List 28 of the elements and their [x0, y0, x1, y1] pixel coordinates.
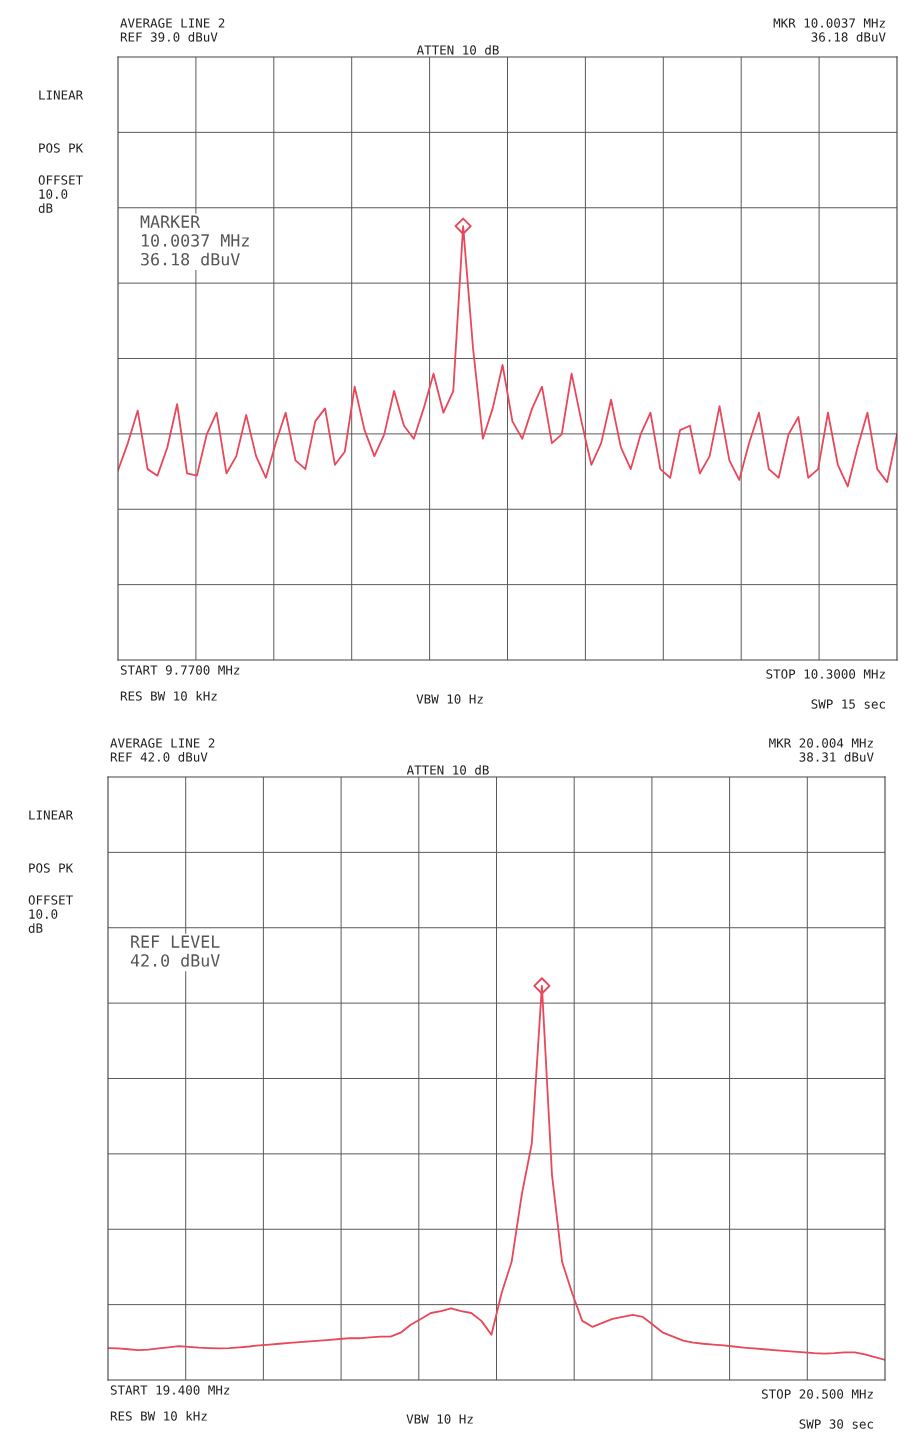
text: REF 42.0 dBuV	[110, 752, 208, 762]
text: AVERAGE LINE 2	[120, 18, 225, 28]
text: OFFSET 10.0 dB	[28, 895, 73, 933]
text: POS PK	[29, 863, 74, 873]
text: STOP 10.3000 MHz	[766, 669, 885, 679]
text: LINEAR	[39, 90, 84, 100]
text: ATTEN 10 dB	[416, 45, 499, 55]
text: 36.18 dBuV	[811, 32, 886, 42]
text: RES BW 10 kHz	[120, 691, 217, 701]
annotation: MARKER 10.0037 MHz 36.18 dBuV	[140, 215, 249, 266]
text: MKR 20.004 MHz	[769, 738, 873, 748]
text: SWP 30 sec	[799, 1419, 873, 1429]
text: OFFSET 10.0 dB	[38, 175, 83, 213]
text: MKR 10.0037 MHz	[773, 18, 885, 28]
annotation: REF LEVEL 42.0 dBuV	[130, 935, 220, 967]
text: 38.31 dBuV	[799, 752, 874, 762]
text: VBW 10 Hz	[416, 694, 483, 704]
text: VBW 10 Hz	[406, 1414, 473, 1424]
text: START 19.400 MHz	[110, 1385, 230, 1395]
text: POS PK	[39, 143, 84, 153]
text: RES BW 10 kHz	[110, 1411, 207, 1421]
text: ATTEN 10 dB	[406, 765, 489, 775]
text: START 9.7700 MHz	[120, 665, 240, 675]
text: SWP 15 sec	[811, 699, 885, 709]
text: LINEAR	[29, 810, 74, 820]
text: STOP 20.500 MHz	[761, 1389, 873, 1399]
text: REF 39.0 dBuV	[120, 32, 218, 42]
text: AVERAGE LINE 2	[110, 738, 215, 748]
